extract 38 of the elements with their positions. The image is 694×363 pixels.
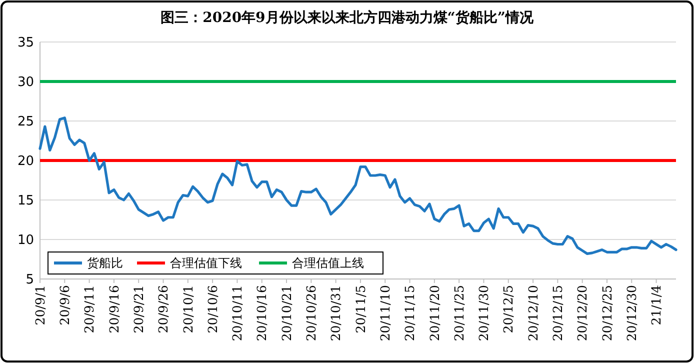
y-tick-label: 20 [17,154,34,170]
x-tick-label: 20/11/30 [476,284,492,342]
x-tick-label: 21/1/4 [648,284,664,326]
x-tick-label: 20/11/15 [402,285,418,342]
x-tick-label: 20/9/1 [32,285,48,326]
x-tick-label: 20/10/1 [180,285,196,334]
legend-label: 合理估值下线 [170,256,242,270]
x-tick-label: 20/10/21 [278,285,294,342]
x-tick-label: 20/12/20 [574,284,590,342]
x-tick-label: 20/9/16 [106,284,122,334]
x-tick-label: 20/11/20 [426,284,442,342]
y-tick-label: 35 [17,36,34,51]
y-tick-label: 5 [26,272,34,288]
x-tick-label: 20/11/25 [451,285,466,342]
x-tick-label: 20/12/25 [599,285,614,342]
chart-title: 图三：2020年9月份以来以来北方四港动力煤“货船比”情况 [160,9,534,26]
x-tick-label: 20/12/15 [550,285,566,342]
x-tick-label: 20/10/16 [254,284,270,342]
x-tick-label: 20/9/6 [57,284,72,326]
x-tick-label: 20/11/10 [377,284,392,342]
x-tick-label: 20/11/5 [352,285,368,334]
x-tick-label: 20/10/26 [304,284,319,342]
x-tick-label: 20/10/11 [230,285,245,342]
legend-label: 货船比 [87,256,123,270]
x-tick-label: 20/12/10 [525,284,540,342]
x-tick-label: 20/10/31 [328,285,344,342]
x-tick-label: 20/9/26 [156,284,171,334]
x-tick-label: 20/12/5 [500,285,516,334]
line-series [38,116,678,256]
y-tick-label: 30 [17,75,34,90]
x-tick-label: 20/10/6 [204,284,220,334]
x-tick-label: 20/9/11 [82,285,97,334]
y-tick-label: 10 [17,233,34,248]
y-tick-label: 25 [17,114,34,130]
x-tick-label: 20/9/21 [130,285,146,334]
y-tick-label: 15 [17,194,34,209]
x-tick-label: 20/12/30 [624,284,640,342]
legend-label: 合理估值上线 [292,256,364,270]
